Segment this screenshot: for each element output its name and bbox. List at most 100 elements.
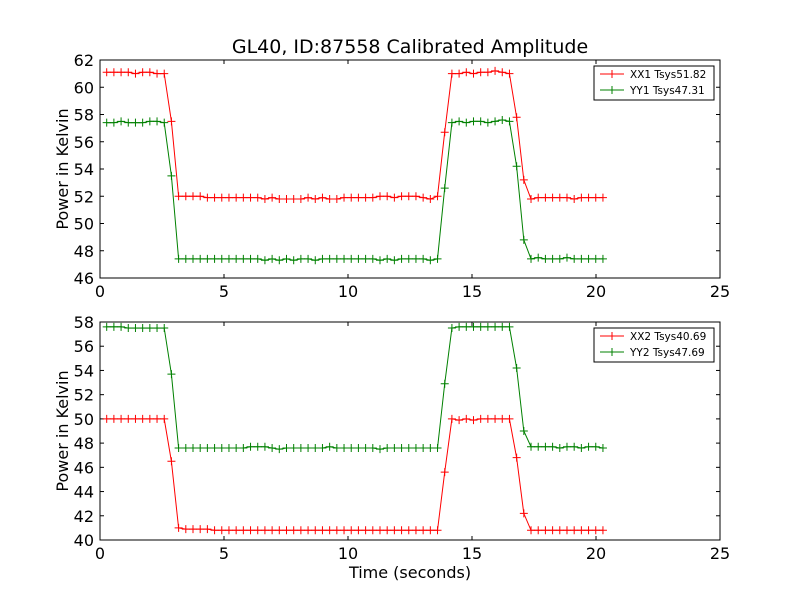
data-point <box>268 193 277 202</box>
data-point <box>476 68 485 77</box>
data-point <box>289 526 298 535</box>
data-point <box>253 193 262 202</box>
data-point <box>232 443 241 452</box>
data-point <box>419 443 428 452</box>
data-point <box>598 254 607 263</box>
data-point <box>570 194 579 203</box>
data-point <box>189 443 197 452</box>
data-point <box>109 322 118 331</box>
x-tick-label: 0 <box>95 544 105 563</box>
data-point <box>253 442 262 451</box>
data-point <box>325 526 334 535</box>
data-point <box>483 322 492 331</box>
chart-title: GL40, ID:87558 Calibrated Amplitude <box>232 36 588 58</box>
x-tick-label: 25 <box>710 282 730 301</box>
data-point <box>354 443 363 452</box>
data-point <box>282 526 291 535</box>
data-point <box>174 254 183 263</box>
data-point <box>160 414 169 423</box>
data-point <box>433 526 442 535</box>
data-point <box>361 526 370 535</box>
data-point <box>577 254 586 263</box>
data-point <box>138 414 147 423</box>
data-point <box>138 118 147 127</box>
data-point <box>296 194 305 203</box>
data-point <box>426 526 435 535</box>
data-point <box>224 193 233 202</box>
data-point <box>275 194 284 203</box>
data-point <box>512 162 521 171</box>
data-point <box>210 443 219 452</box>
data-point <box>447 69 456 78</box>
data-point <box>375 526 384 535</box>
data-point <box>160 118 169 127</box>
data-point <box>318 254 327 263</box>
data-point <box>498 68 507 77</box>
y-tick-label: 50 <box>74 410 94 429</box>
y-tick-label: 46 <box>74 269 94 288</box>
data-point <box>411 192 420 201</box>
data-point <box>275 526 284 535</box>
data-point <box>311 443 320 452</box>
data-point <box>519 235 528 244</box>
data-point <box>404 443 413 452</box>
data-point <box>534 193 543 202</box>
top-legend-box <box>593 65 715 101</box>
data-point <box>296 443 305 452</box>
data-point <box>318 526 327 535</box>
y-tick-label: 44 <box>74 483 94 502</box>
data-point <box>145 414 154 423</box>
y-tick-label: 46 <box>74 458 94 477</box>
data-point <box>570 526 579 535</box>
data-point <box>325 254 334 263</box>
data-point <box>153 414 162 423</box>
data-point <box>332 254 341 263</box>
data-point <box>174 192 183 201</box>
data-point <box>325 194 334 203</box>
data-point <box>562 193 571 202</box>
data-point <box>304 193 313 202</box>
data-point <box>469 322 478 331</box>
data-point <box>160 324 169 333</box>
data-point <box>203 525 212 534</box>
data-point <box>491 117 500 126</box>
data-point <box>447 414 456 423</box>
data-point <box>591 442 600 451</box>
data-point <box>174 443 183 452</box>
data-point <box>476 414 485 423</box>
data-point <box>196 525 205 534</box>
legend-label-yy2: YY2 Tsys47.69 <box>629 347 705 359</box>
data-point <box>224 443 233 452</box>
data-point <box>383 443 392 452</box>
data-point <box>340 443 349 452</box>
data-point <box>347 254 356 263</box>
data-point <box>332 443 341 452</box>
data-point <box>527 194 536 203</box>
data-point <box>325 442 334 451</box>
data-point <box>311 256 320 265</box>
data-point <box>598 193 607 202</box>
data-point <box>375 192 384 201</box>
data-point <box>246 442 255 451</box>
data-point <box>469 69 478 78</box>
data-point <box>282 254 291 263</box>
data-point <box>455 416 464 425</box>
data-point <box>232 254 241 263</box>
x-tick-label: 10 <box>338 544 358 563</box>
data-point <box>541 193 550 202</box>
data-point <box>160 69 169 78</box>
data-point <box>548 193 557 202</box>
data-point <box>433 254 442 263</box>
series-line-yy1 <box>106 119 603 261</box>
data-point <box>361 193 370 202</box>
data-point <box>426 194 435 203</box>
data-point <box>153 324 162 333</box>
data-point <box>375 445 384 454</box>
data-point <box>498 414 507 423</box>
data-point <box>462 68 471 77</box>
x-tick-label: 5 <box>219 282 229 301</box>
data-point <box>390 193 399 202</box>
data-point <box>304 526 313 535</box>
data-point <box>354 254 363 263</box>
data-point <box>455 322 464 331</box>
